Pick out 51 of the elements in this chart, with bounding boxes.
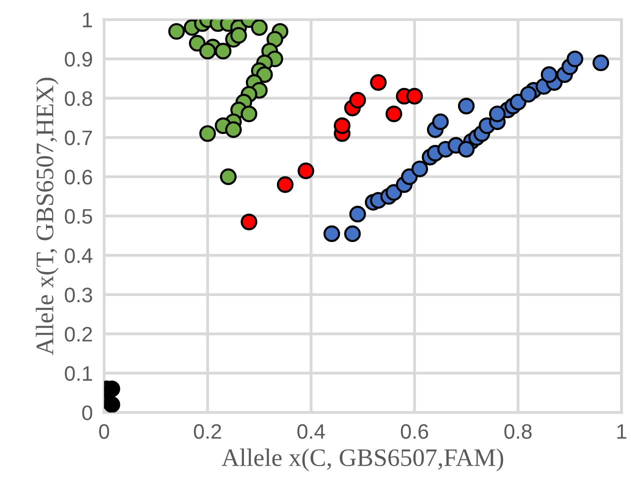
point: [386, 106, 402, 122]
point: [230, 27, 247, 44]
point: [225, 121, 242, 138]
point: [344, 225, 361, 242]
point: [540, 66, 558, 83]
point: [411, 160, 428, 178]
point: [566, 50, 584, 68]
point: [406, 88, 423, 105]
y-tick-label: 1: [83, 12, 92, 28]
y-tick-label: 0.2: [64, 326, 92, 342]
y-tick-label: 0.8: [64, 91, 92, 106]
x-tick-label: 0.8: [504, 424, 532, 439]
x-tick-label: 1: [617, 424, 626, 439]
y-tick-label: 0.6: [64, 170, 92, 185]
point: [334, 117, 350, 134]
point: [458, 98, 475, 114]
x-tick-label: 0: [99, 424, 110, 439]
point: [370, 74, 387, 91]
point: [323, 225, 340, 242]
y-tick-label: 0.9: [64, 52, 92, 67]
point: [104, 380, 120, 398]
point: [298, 162, 314, 180]
y-tick-label: 0: [82, 405, 92, 420]
point: [168, 23, 185, 40]
point: [214, 42, 232, 60]
point: [251, 20, 268, 36]
x-tick-label: 0.4: [297, 424, 325, 439]
y-tick-label: 0.1: [64, 366, 92, 381]
point: [188, 34, 206, 52]
y-tick-label: 0.4: [64, 248, 92, 264]
point: [489, 106, 506, 122]
x-axis-title: Allele x(C, GBS6507,FAM): [222, 448, 504, 472]
x-tick-label: 0.2: [194, 424, 222, 439]
point: [199, 125, 216, 142]
point: [432, 113, 449, 130]
point: [199, 42, 216, 60]
point: [240, 214, 258, 230]
y-axis-title: Allele x(T, GBS6507,HEX): [36, 78, 58, 356]
point: [520, 86, 537, 103]
point: [220, 168, 237, 186]
y-tick-label: 0.7: [64, 130, 92, 146]
point: [458, 140, 475, 158]
point: [349, 92, 366, 108]
point: [592, 54, 610, 72]
y-tick-label: 0.5: [64, 209, 92, 224]
x-tick-label: 0.6: [400, 424, 428, 439]
y-tick-label: 0.3: [64, 288, 92, 302]
point: [349, 206, 366, 222]
point: [104, 396, 120, 412]
point: [240, 106, 258, 122]
point: [276, 176, 294, 193]
